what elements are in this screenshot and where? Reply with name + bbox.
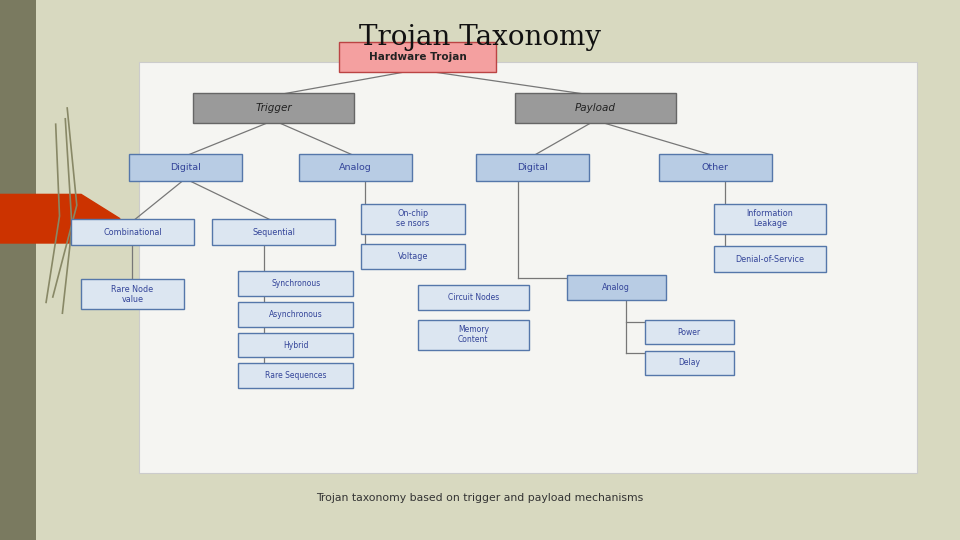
FancyBboxPatch shape (515, 93, 676, 123)
FancyBboxPatch shape (339, 42, 495, 72)
FancyBboxPatch shape (238, 271, 353, 296)
Text: Trojan Taxonomy: Trojan Taxonomy (359, 24, 601, 51)
Text: Denial-of-Service: Denial-of-Service (735, 255, 804, 264)
Text: Other: Other (702, 163, 729, 172)
Text: Analog: Analog (339, 163, 372, 172)
FancyBboxPatch shape (714, 246, 826, 272)
FancyBboxPatch shape (129, 154, 242, 181)
FancyBboxPatch shape (238, 302, 353, 327)
Text: Hardware Trojan: Hardware Trojan (369, 52, 467, 62)
Text: Delay: Delay (679, 359, 700, 367)
FancyBboxPatch shape (645, 320, 733, 344)
Text: Trojan taxonomy based on trigger and payload mechanisms: Trojan taxonomy based on trigger and pay… (317, 493, 643, 503)
FancyBboxPatch shape (418, 285, 529, 310)
Text: Asynchronous: Asynchronous (269, 310, 323, 319)
FancyBboxPatch shape (714, 204, 826, 234)
Text: Synchronous: Synchronous (271, 279, 321, 288)
Text: Voltage: Voltage (397, 252, 428, 261)
Text: Trigger: Trigger (255, 103, 292, 113)
FancyBboxPatch shape (299, 154, 412, 181)
Text: Hybrid: Hybrid (283, 341, 308, 349)
FancyBboxPatch shape (361, 244, 465, 269)
Text: Circuit Nodes: Circuit Nodes (447, 293, 499, 302)
FancyBboxPatch shape (0, 0, 36, 540)
FancyBboxPatch shape (476, 154, 589, 181)
FancyBboxPatch shape (212, 219, 335, 245)
Text: Memory
Content: Memory Content (458, 325, 489, 345)
Text: Combinational: Combinational (103, 228, 162, 237)
Text: On-chip
se nsors: On-chip se nsors (396, 209, 429, 228)
FancyBboxPatch shape (238, 333, 353, 357)
Polygon shape (0, 194, 120, 243)
FancyBboxPatch shape (71, 219, 194, 245)
FancyBboxPatch shape (418, 320, 529, 350)
Text: Rare Node
value: Rare Node value (111, 285, 154, 304)
Text: Power: Power (678, 328, 701, 336)
FancyBboxPatch shape (566, 275, 666, 300)
FancyBboxPatch shape (81, 279, 184, 309)
Text: Digital: Digital (170, 163, 201, 172)
FancyBboxPatch shape (193, 93, 354, 123)
Text: Digital: Digital (517, 163, 548, 172)
FancyBboxPatch shape (659, 154, 772, 181)
FancyBboxPatch shape (139, 62, 917, 472)
FancyBboxPatch shape (645, 351, 733, 375)
Text: Rare Sequences: Rare Sequences (265, 372, 326, 380)
Text: Payload: Payload (575, 103, 615, 113)
Text: Sequential: Sequential (252, 228, 295, 237)
FancyBboxPatch shape (361, 204, 465, 234)
Text: Analog: Analog (602, 284, 631, 292)
FancyBboxPatch shape (238, 363, 353, 388)
Text: Information
Leakage: Information Leakage (747, 209, 793, 228)
